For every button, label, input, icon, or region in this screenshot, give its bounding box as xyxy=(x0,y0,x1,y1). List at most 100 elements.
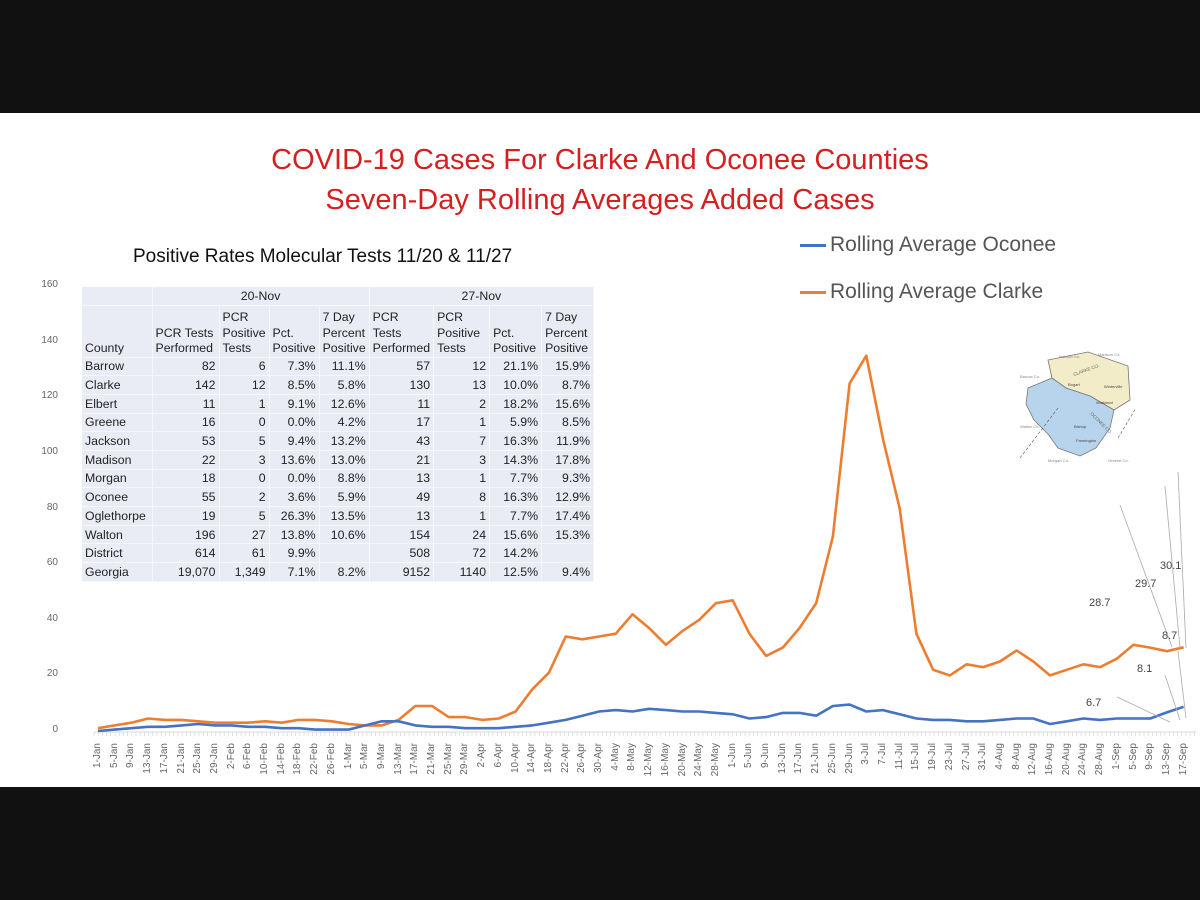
table-cell: 3 xyxy=(219,450,270,470)
table-cell: 15.3% xyxy=(541,525,595,545)
table-row: Barrow 82 6 7.3% 11.1% 57 12 21.1% 15.9% xyxy=(82,357,595,377)
table-cell: 7.1% xyxy=(269,562,320,582)
table-cell: 53 xyxy=(152,431,220,451)
table-row: Madison 22 3 13.6% 13.0% 21 3 14.3% 17.8% xyxy=(82,450,595,470)
table-cell: 16 xyxy=(152,413,220,433)
table-cell xyxy=(319,543,370,564)
x-tick-label: 30-Apr xyxy=(593,743,605,774)
line-chart xyxy=(93,354,1196,736)
data-label: 8.1 xyxy=(1137,663,1153,675)
table-cell: 13.2% xyxy=(319,431,370,451)
y-tick-label: 40 xyxy=(46,612,58,624)
x-tick-label: 2-Apr xyxy=(476,743,488,768)
table-cell: 15.9% xyxy=(541,357,595,377)
table-cell: 12.9% xyxy=(541,487,595,507)
county-map-image: Jackson Co. Madison Co. Barrow Co. CLARK… xyxy=(1019,351,1137,463)
x-tick-label: 13-Jan xyxy=(142,743,154,774)
x-tick-label: 6-Feb xyxy=(242,743,254,770)
x-tick-label: 25-Mar xyxy=(442,743,454,775)
series-line-clarke xyxy=(97,354,1184,730)
table-cell: 1 xyxy=(433,469,491,489)
table-cell: 13.5% xyxy=(319,506,370,526)
table-cell: 11.1% xyxy=(319,357,370,377)
y-tick-label: 140 xyxy=(41,334,58,346)
group-20-nov: 20-Nov xyxy=(152,287,370,306)
table-cell: 9152 xyxy=(369,562,435,582)
table-row: District 614 61 9.9% 508 72 14.2% xyxy=(82,543,595,564)
x-tick-label: 11-Jul xyxy=(893,743,905,770)
county-name: Oconee xyxy=(82,487,153,507)
x-tick-label: 14-Feb xyxy=(275,743,287,775)
table-cell: 17 xyxy=(369,413,435,433)
table-cell: 11 xyxy=(369,394,435,414)
series-line-oconee xyxy=(97,703,1185,733)
data-label: 30.1 xyxy=(1160,560,1182,572)
column-header: Pct. Positive xyxy=(269,305,320,358)
x-tick-label: 13-Jun xyxy=(776,743,788,774)
x-tick-label: 28-Aug xyxy=(1094,743,1106,776)
x-tick-label: 18-Feb xyxy=(292,743,304,775)
table-cell: 15.6% xyxy=(541,394,595,414)
data-label: 6.7 xyxy=(1086,697,1102,709)
county-name: Barrow xyxy=(82,357,153,377)
table-cell: 7.7% xyxy=(489,469,543,489)
x-tick-label: 4-May xyxy=(609,743,621,771)
table-cell: 9.4% xyxy=(269,431,320,451)
table-cell: 8.5% xyxy=(541,413,595,433)
table-cell: 5.9% xyxy=(319,487,370,507)
svg-text:Madison Co.: Madison Co. xyxy=(1098,352,1120,357)
x-tick-label: 16-Aug xyxy=(1044,743,1056,776)
table-cell: 6 xyxy=(219,357,270,377)
table-cell: 82 xyxy=(152,357,220,377)
x-tick-label: 17-Jun xyxy=(793,743,805,774)
x-tick-label: 21-Jan xyxy=(175,743,187,774)
table-cell: 614 xyxy=(152,543,220,564)
x-tick-label: 9-Jan xyxy=(125,743,137,769)
y-tick-label: 60 xyxy=(46,557,58,569)
x-tick-label: 16-May xyxy=(659,743,671,777)
group-27-nov: 27-Nov xyxy=(369,287,595,306)
x-tick-label: 5-Jan xyxy=(108,743,120,769)
x-tick-label: 20-May xyxy=(676,743,688,777)
table-cell: 12 xyxy=(219,375,270,395)
county-name: Elbert xyxy=(82,394,153,414)
x-tick-label: 10-Apr xyxy=(509,743,521,774)
x-tick-label: 9-Jun xyxy=(760,743,772,769)
table-cell: 5.9% xyxy=(489,413,543,433)
table-cell: 13 xyxy=(369,469,435,489)
table-cell: 12.6% xyxy=(319,394,370,414)
column-header: PCR Positive Tests xyxy=(219,305,270,358)
table-cell: 7.3% xyxy=(269,357,320,377)
table-cell: 21.1% xyxy=(489,357,543,377)
x-tick-label: 1-Jun xyxy=(726,743,738,769)
legend-label-oconee: Rolling Average Oconee xyxy=(830,233,1057,256)
x-tick-label: 7-Jul xyxy=(877,743,888,765)
data-label: 8.7 xyxy=(1162,630,1178,642)
x-tick-label: 24-May xyxy=(693,743,705,777)
column-header: 7 Day Percent Positive xyxy=(319,305,370,358)
svg-text:Farmington: Farmington xyxy=(1076,438,1096,443)
table-cell: 10.6% xyxy=(319,525,370,545)
table-row: Oglethorpe 19 5 26.3% 13.5% 13 1 7.7% 17.4% xyxy=(82,506,595,526)
table-cell: 27 xyxy=(219,525,270,545)
x-tick-label: 13-Sep xyxy=(1160,743,1172,776)
table-cell: 0.0% xyxy=(269,469,320,489)
data-label: 28.7 xyxy=(1089,597,1111,609)
table-row: Greene 16 0 0.0% 4.2% 17 1 5.9% 8.5% xyxy=(82,413,595,433)
x-tick-label: 5-Mar xyxy=(359,743,371,770)
table-cell: 142 xyxy=(152,375,220,395)
x-tick-label: 1-Jan xyxy=(92,743,103,769)
table-cell: 8 xyxy=(433,487,491,507)
svg-text:Bishop: Bishop xyxy=(1074,424,1087,429)
table-cell: 18 xyxy=(152,469,220,489)
table-cell: 9.1% xyxy=(269,394,320,414)
table-cell: 9.9% xyxy=(269,543,320,564)
table-cell: 7 xyxy=(433,431,491,451)
table-cell: 5 xyxy=(219,431,270,451)
table-cell: 14.2% xyxy=(489,543,543,564)
table-cell: 508 xyxy=(369,543,435,564)
table-cell xyxy=(541,543,595,564)
x-tick-label: 29-Jan xyxy=(208,743,220,774)
table-cell: 8.2% xyxy=(319,562,370,582)
x-tick-label: 10-Feb xyxy=(259,743,271,775)
